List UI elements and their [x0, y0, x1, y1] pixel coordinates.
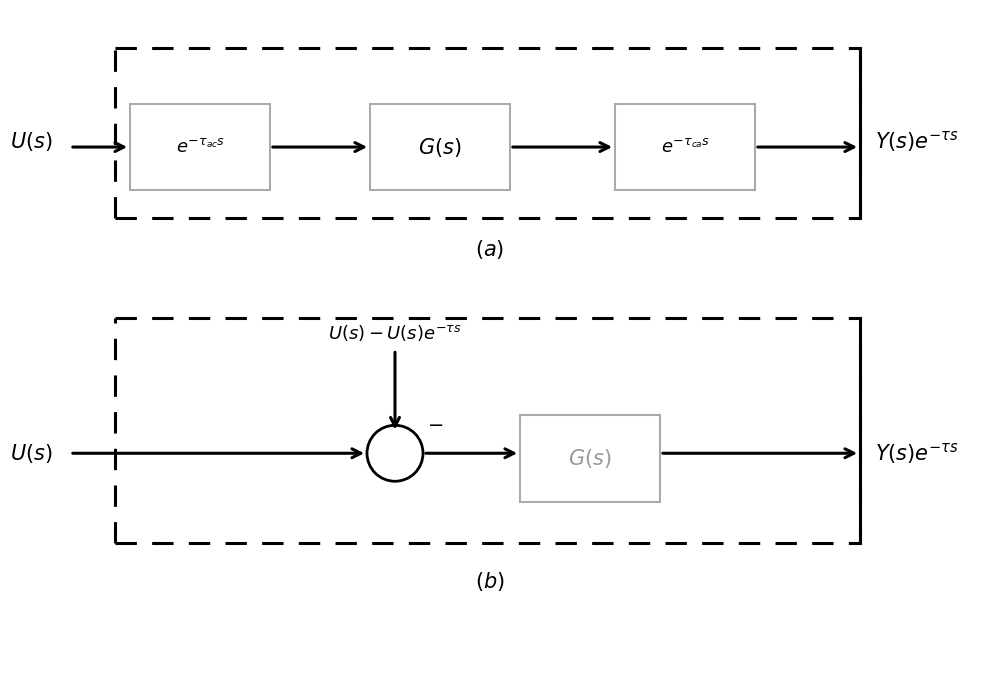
FancyBboxPatch shape	[370, 104, 510, 190]
FancyBboxPatch shape	[520, 415, 660, 502]
Ellipse shape	[367, 426, 423, 481]
Text: $e^{-\tau_{ac}s}$: $e^{-\tau_{ac}s}$	[176, 138, 224, 156]
FancyBboxPatch shape	[615, 104, 755, 190]
Text: $G(s)$: $G(s)$	[568, 447, 612, 470]
Text: $Y(s)e^{-\tau s}$: $Y(s)e^{-\tau s}$	[875, 441, 959, 466]
Text: $(a)$: $(a)$	[475, 237, 505, 261]
Text: $Y(s)e^{-\tau s}$: $Y(s)e^{-\tau s}$	[875, 129, 959, 154]
FancyBboxPatch shape	[130, 104, 270, 190]
Text: $U(s)$: $U(s)$	[10, 130, 53, 154]
Text: $G(s)$: $G(s)$	[418, 136, 462, 158]
Text: $e^{-\tau_{ca}s}$: $e^{-\tau_{ca}s}$	[661, 138, 709, 156]
Text: $U(s)-U(s)e^{-\tau s}$: $U(s)-U(s)e^{-\tau s}$	[328, 322, 462, 343]
Text: $(b)$: $(b)$	[475, 570, 505, 593]
Text: $-$: $-$	[427, 414, 443, 433]
Text: $U(s)$: $U(s)$	[10, 441, 53, 465]
